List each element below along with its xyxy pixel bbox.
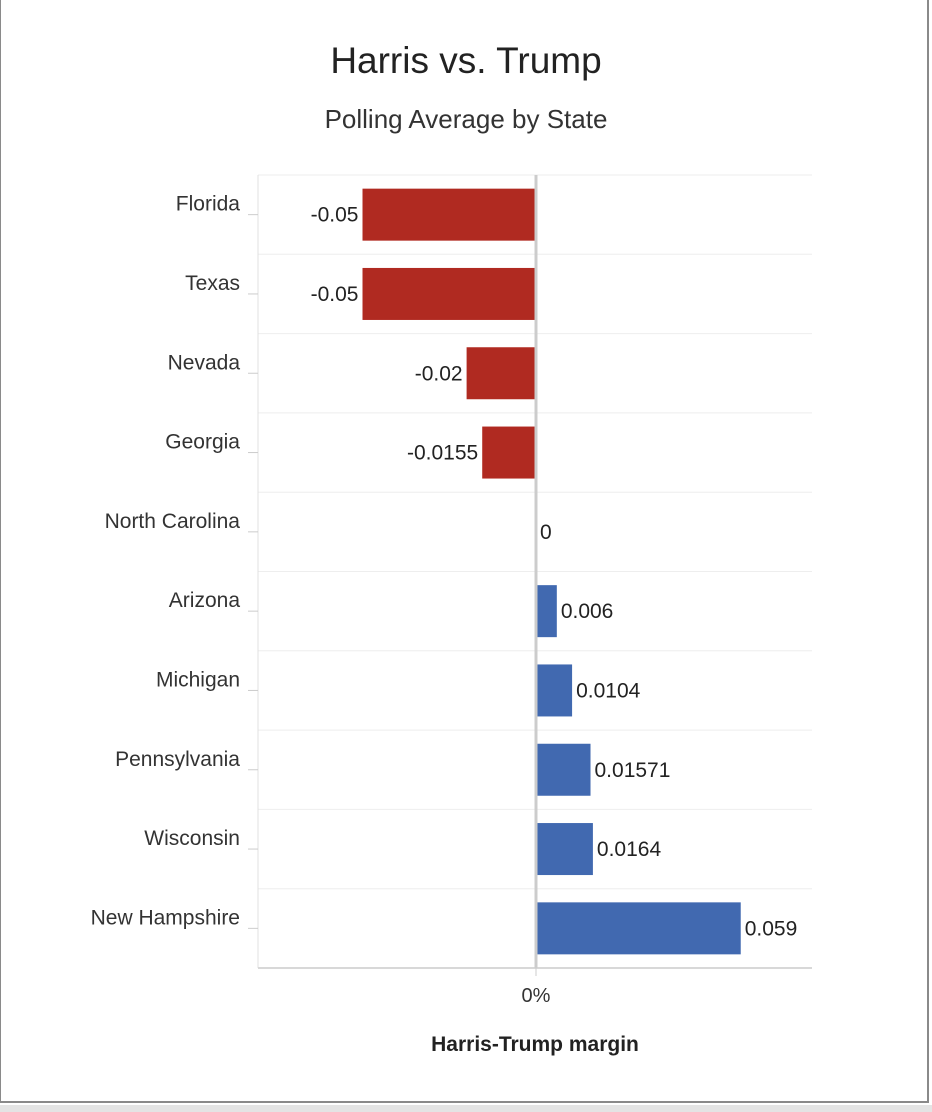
value-label: -0.02: [415, 362, 463, 385]
value-label: 0.0104: [576, 679, 641, 702]
value-label: 0: [540, 521, 552, 544]
bar-nevada: [466, 347, 536, 400]
value-label: -0.05: [311, 283, 359, 306]
value-label: 0.006: [561, 600, 614, 623]
x-tick-label: 0%: [522, 985, 551, 1007]
category-label: Florida: [176, 193, 241, 216]
category-label: Michigan: [156, 668, 240, 691]
bar-pennsylvania: [536, 743, 591, 796]
chart-subtitle: Polling Average by State: [324, 104, 608, 134]
x-axis-title: Harris-Trump margin: [431, 1033, 639, 1056]
chart-title: Harris vs. Trump: [330, 40, 602, 81]
axes: [248, 175, 812, 976]
bar-new-hampshire: [536, 902, 741, 955]
value-label: 0.059: [745, 917, 798, 940]
bar-arizona: [536, 585, 557, 638]
category-label: Arizona: [169, 589, 241, 612]
value-label: -0.0155: [407, 442, 478, 465]
value-label: 0.01571: [595, 759, 671, 782]
bar-georgia: [482, 426, 536, 479]
bar-texas: [362, 267, 536, 320]
category-label: Nevada: [168, 351, 241, 374]
bars: [362, 188, 741, 955]
category-label: New Hampshire: [91, 906, 240, 929]
category-label: Wisconsin: [144, 827, 240, 850]
category-label: Texas: [185, 272, 240, 295]
value-label: -0.05: [311, 204, 359, 227]
bar-wisconsin: [536, 823, 593, 876]
category-label: North Carolina: [105, 510, 241, 533]
category-label: Georgia: [165, 431, 240, 454]
category-label: Pennsylvania: [115, 748, 240, 771]
value-label: 0.0164: [597, 838, 662, 861]
footer-strip: [0, 1105, 932, 1112]
labels: Florida -0.05 Texas -0.05 Nevada -0.02 Georgia…: [91, 193, 798, 1007]
bar-michigan: [536, 664, 573, 717]
bar-florida: [362, 188, 536, 241]
